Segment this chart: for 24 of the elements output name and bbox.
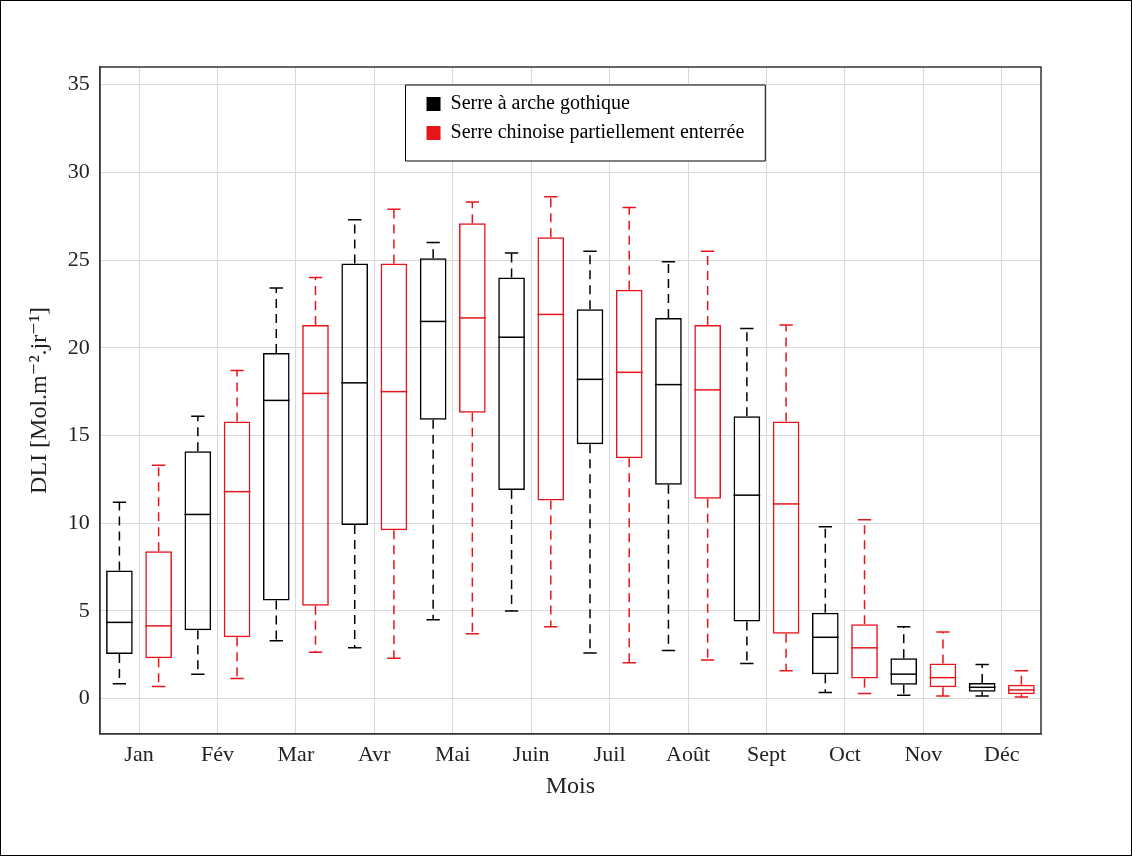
x-axis-title: Mois	[545, 771, 596, 798]
y-tick-label: 10	[67, 509, 90, 535]
y-tick-label: 25	[67, 245, 90, 271]
x-tick-label: Juil	[593, 740, 626, 766]
x-tick-label: Juin	[512, 740, 550, 766]
x-tick-label: Jan	[124, 740, 154, 766]
y-tick-label: 35	[67, 70, 90, 96]
y-tick-label: 0	[78, 684, 90, 710]
y-tick-label: 20	[67, 333, 90, 359]
x-tick-label: Oct	[829, 740, 861, 766]
x-tick-label: Fév	[200, 740, 234, 766]
legend-label: Serre chinoise partiellement enterrée	[450, 120, 745, 144]
y-tick-label: 15	[67, 421, 90, 447]
x-tick-label: Sept	[746, 740, 787, 766]
x-tick-label: Déc	[984, 740, 1020, 766]
x-tick-label: Mai	[435, 740, 471, 766]
x-tick-label: Août	[666, 740, 711, 766]
x-tick-label: Mar	[277, 740, 315, 766]
x-tick-label: Nov	[904, 740, 943, 766]
x-tick-label: Avr	[358, 740, 392, 766]
y-axis-title: DLI [Mol.m⁻².jr⁻¹]	[24, 306, 51, 494]
y-tick-label: 5	[78, 596, 90, 622]
y-tick-label: 30	[67, 158, 90, 184]
legend-label: Serre à arche gothique	[450, 91, 631, 115]
